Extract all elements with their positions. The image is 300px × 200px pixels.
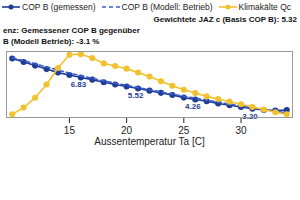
svg-text:3.20: 3.20	[242, 112, 258, 121]
svg-text:4.26: 4.26	[185, 102, 201, 111]
svg-text:5.52: 5.52	[128, 91, 144, 100]
svg-text:25: 25	[178, 125, 190, 136]
svg-text:20: 20	[121, 125, 133, 136]
html-text:COP B (Modell: Betrieb): COP B (Modell: Betrieb)	[121, 2, 213, 12]
html-text:enz: Gemessener COP B gegenübe: enz: Gemessener COP B gegenüber	[3, 26, 140, 35]
html-text:COP B (gemessen): COP B (gemessen)	[22, 2, 96, 12]
svg-text:30: 30	[235, 125, 247, 136]
svg-text:Aussentemperatur Ta [C]: Aussentemperatur Ta [C]	[94, 136, 205, 147]
svg-text:15: 15	[64, 125, 76, 136]
svg-text:6.83: 6.83	[71, 80, 87, 89]
html-text:B (Modell Betrieb): -3.1 %: B (Modell Betrieb): -3.1 %	[3, 37, 100, 46]
html-text:Klimakälte Qc: Klimakälte Qc	[238, 2, 291, 12]
html-text:Gewichtete JAZ c (Basis COP B): Gewichtete JAZ c (Basis COP B): 5.32	[153, 15, 297, 24]
